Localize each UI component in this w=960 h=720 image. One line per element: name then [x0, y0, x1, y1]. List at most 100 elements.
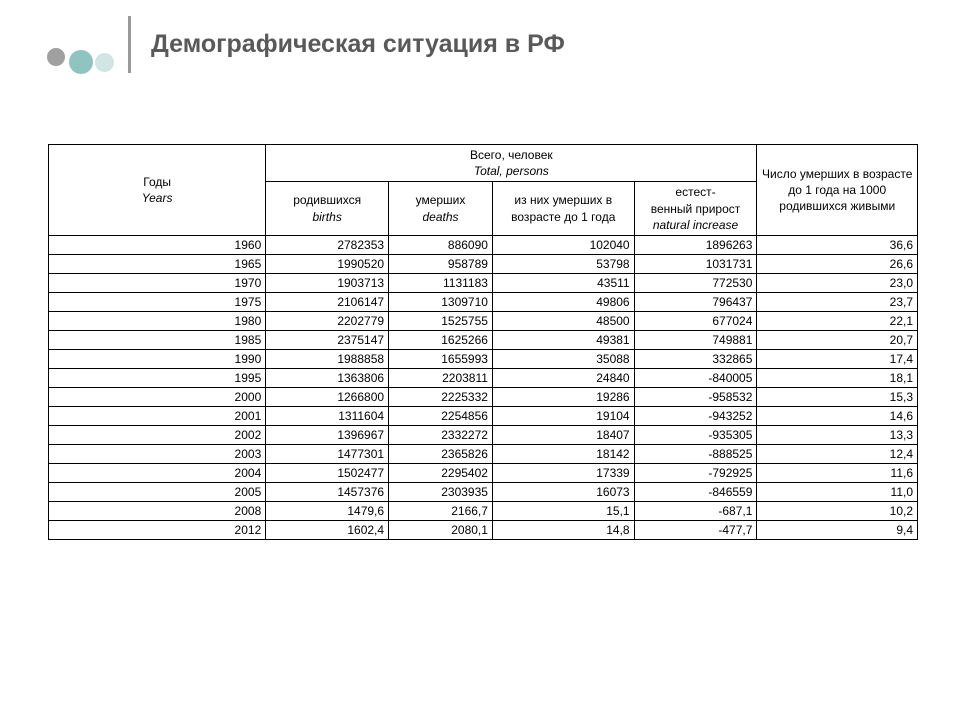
- cell-infant: 53798: [492, 254, 634, 273]
- cell-rate: 11,0: [757, 482, 918, 501]
- cell-year: 2002: [49, 425, 266, 444]
- cell-deaths: 2365826: [389, 444, 493, 463]
- cell-natural: -792925: [634, 463, 757, 482]
- cell-deaths: 886090: [389, 235, 493, 254]
- cell-births: 1602,4: [266, 520, 389, 539]
- cell-year: 2012: [49, 520, 266, 539]
- cell-natural: 796437: [634, 292, 757, 311]
- cell-infant: 15,1: [492, 501, 634, 520]
- bullet-icon: [95, 53, 114, 72]
- cell-rate: 14,6: [757, 406, 918, 425]
- page-title: Демографическая ситуация в РФ: [151, 30, 565, 59]
- col-infant-deaths: из них умерших в возрасте до 1 года: [492, 182, 634, 236]
- cell-rate: 22,1: [757, 311, 918, 330]
- cell-deaths: 2295402: [389, 463, 493, 482]
- cell-natural: 1031731: [634, 254, 757, 273]
- table-row: 20121602,42080,114,8-477,79,4: [49, 520, 918, 539]
- cell-rate: 13,3: [757, 425, 918, 444]
- cell-deaths: 1655993: [389, 349, 493, 368]
- cell-rate: 17,4: [757, 349, 918, 368]
- cell-infant: 48500: [492, 311, 634, 330]
- cell-infant: 24840: [492, 368, 634, 387]
- cell-rate: 20,7: [757, 330, 918, 349]
- cell-deaths: 1131183: [389, 273, 493, 292]
- cell-infant: 49381: [492, 330, 634, 349]
- cell-deaths: 958789: [389, 254, 493, 273]
- demographics-table: Годы Years Всего, человек Total, persons…: [48, 144, 918, 540]
- bullet-icon: [47, 48, 65, 66]
- cell-year: 2008: [49, 501, 266, 520]
- cell-births: 1396967: [266, 425, 389, 444]
- cell-year: 1985: [49, 330, 266, 349]
- cell-births: 1363806: [266, 368, 389, 387]
- cell-rate: 36,6: [757, 235, 918, 254]
- cell-infant: 16073: [492, 482, 634, 501]
- cell-deaths: 2225332: [389, 387, 493, 406]
- cell-deaths: 1525755: [389, 311, 493, 330]
- cell-year: 2000: [49, 387, 266, 406]
- table-row: 20051457376230393516073-84655911,0: [49, 482, 918, 501]
- cell-deaths: 1309710: [389, 292, 493, 311]
- table-row: 1975210614713097104980679643723,7: [49, 292, 918, 311]
- cell-rate: 23,7: [757, 292, 918, 311]
- table-row: 1965199052095878953798103173126,6: [49, 254, 918, 273]
- table-row: 20001266800222533219286-95853215,3: [49, 387, 918, 406]
- cell-natural: -477,7: [634, 520, 757, 539]
- table-row: 1985237514716252664938174988120,7: [49, 330, 918, 349]
- cell-births: 2106147: [266, 292, 389, 311]
- cell-births: 1311604: [266, 406, 389, 425]
- cell-births: 1903713: [266, 273, 389, 292]
- table-row: 19602782353886090102040189626336,6: [49, 235, 918, 254]
- cell-natural: -935305: [634, 425, 757, 444]
- cell-rate: 23,0: [757, 273, 918, 292]
- cell-year: 1995: [49, 368, 266, 387]
- table-row: 20021396967233227218407-93530513,3: [49, 425, 918, 444]
- cell-births: 2202779: [266, 311, 389, 330]
- table-row: 20031477301236582618142-88852512,4: [49, 444, 918, 463]
- cell-rate: 9,4: [757, 520, 918, 539]
- cell-year: 2001: [49, 406, 266, 425]
- col-natural-increase: естест- венный прирост natural increase: [634, 182, 757, 236]
- cell-births: 2782353: [266, 235, 389, 254]
- cell-infant: 19104: [492, 406, 634, 425]
- cell-natural: 677024: [634, 311, 757, 330]
- cell-infant: 35088: [492, 349, 634, 368]
- cell-natural: -943252: [634, 406, 757, 425]
- cell-infant: 49806: [492, 292, 634, 311]
- cell-deaths: 2332272: [389, 425, 493, 444]
- cell-infant: 17339: [492, 463, 634, 482]
- table-row: 20041502477229540217339-79292511,6: [49, 463, 918, 482]
- cell-year: 1960: [49, 235, 266, 254]
- table-row: 1980220277915257554850067702422,1: [49, 311, 918, 330]
- cell-year: 1975: [49, 292, 266, 311]
- cell-births: 1266800: [266, 387, 389, 406]
- col-deaths: умерших deaths: [389, 182, 493, 236]
- cell-year: 1970: [49, 273, 266, 292]
- cell-births: 1990520: [266, 254, 389, 273]
- cell-year: 2004: [49, 463, 266, 482]
- cell-births: 1988858: [266, 349, 389, 368]
- cell-natural: 1896263: [634, 235, 757, 254]
- cell-year: 2003: [49, 444, 266, 463]
- cell-infant: 19286: [492, 387, 634, 406]
- table-row: 1990198885816559933508833286517,4: [49, 349, 918, 368]
- cell-deaths: 1625266: [389, 330, 493, 349]
- cell-deaths: 2254856: [389, 406, 493, 425]
- cell-births: 1479,6: [266, 501, 389, 520]
- cell-natural: 749881: [634, 330, 757, 349]
- cell-deaths: 2203811: [389, 368, 493, 387]
- cell-rate: 18,1: [757, 368, 918, 387]
- cell-infant: 18407: [492, 425, 634, 444]
- cell-natural: -687,1: [634, 501, 757, 520]
- cell-deaths: 2080,1: [389, 520, 493, 539]
- cell-natural: 772530: [634, 273, 757, 292]
- cell-natural: -840005: [634, 368, 757, 387]
- cell-rate: 12,4: [757, 444, 918, 463]
- cell-natural: 332865: [634, 349, 757, 368]
- cell-infant: 102040: [492, 235, 634, 254]
- cell-rate: 11,6: [757, 463, 918, 482]
- cell-year: 1980: [49, 311, 266, 330]
- col-years: Годы Years: [49, 145, 266, 236]
- cell-infant: 14,8: [492, 520, 634, 539]
- cell-births: 1502477: [266, 463, 389, 482]
